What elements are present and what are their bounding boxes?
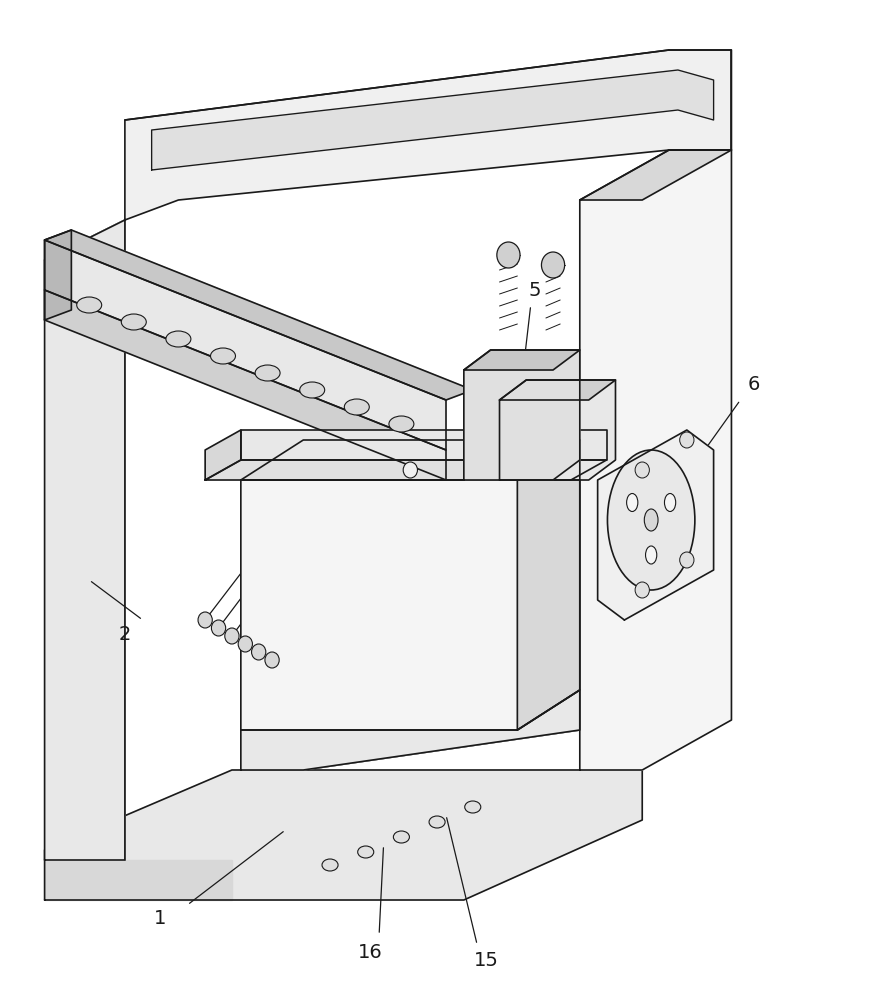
Text: 15: 15 bbox=[474, 950, 499, 970]
Ellipse shape bbox=[665, 493, 676, 512]
Polygon shape bbox=[205, 430, 241, 480]
Polygon shape bbox=[45, 230, 473, 400]
Circle shape bbox=[403, 462, 417, 478]
Polygon shape bbox=[500, 380, 615, 400]
Circle shape bbox=[680, 552, 694, 568]
Polygon shape bbox=[241, 480, 580, 730]
Circle shape bbox=[211, 620, 226, 636]
Circle shape bbox=[680, 432, 694, 448]
Polygon shape bbox=[45, 290, 446, 480]
Circle shape bbox=[635, 462, 649, 478]
Text: 4: 4 bbox=[409, 456, 421, 475]
Polygon shape bbox=[517, 440, 580, 730]
Ellipse shape bbox=[429, 816, 445, 828]
Text: 3: 3 bbox=[101, 255, 113, 274]
Polygon shape bbox=[241, 430, 607, 460]
Polygon shape bbox=[580, 150, 731, 200]
Polygon shape bbox=[45, 220, 125, 860]
Circle shape bbox=[265, 652, 279, 668]
Polygon shape bbox=[580, 150, 731, 770]
Circle shape bbox=[252, 644, 266, 660]
Polygon shape bbox=[500, 380, 615, 480]
Polygon shape bbox=[241, 690, 580, 770]
Circle shape bbox=[541, 252, 565, 278]
Ellipse shape bbox=[465, 801, 481, 813]
Ellipse shape bbox=[322, 859, 338, 871]
Ellipse shape bbox=[344, 399, 369, 415]
Polygon shape bbox=[464, 350, 580, 370]
Text: 2: 2 bbox=[119, 626, 131, 645]
Polygon shape bbox=[45, 230, 71, 320]
Ellipse shape bbox=[300, 382, 325, 398]
Circle shape bbox=[225, 628, 239, 644]
Text: 6: 6 bbox=[747, 375, 760, 394]
Ellipse shape bbox=[646, 546, 657, 564]
Polygon shape bbox=[598, 430, 714, 620]
Text: 16: 16 bbox=[358, 942, 383, 962]
Polygon shape bbox=[45, 770, 642, 900]
Ellipse shape bbox=[644, 509, 658, 531]
Ellipse shape bbox=[255, 365, 280, 381]
Polygon shape bbox=[125, 50, 731, 220]
Circle shape bbox=[198, 612, 212, 628]
Ellipse shape bbox=[358, 846, 374, 858]
Ellipse shape bbox=[166, 331, 191, 347]
Polygon shape bbox=[205, 460, 607, 480]
Circle shape bbox=[635, 582, 649, 598]
Polygon shape bbox=[45, 240, 446, 450]
Polygon shape bbox=[464, 350, 580, 480]
Ellipse shape bbox=[121, 314, 146, 330]
Ellipse shape bbox=[389, 416, 414, 432]
Text: 5: 5 bbox=[529, 280, 541, 300]
Ellipse shape bbox=[211, 348, 235, 364]
Ellipse shape bbox=[626, 493, 638, 512]
Ellipse shape bbox=[77, 297, 102, 313]
Ellipse shape bbox=[607, 450, 695, 590]
Circle shape bbox=[238, 636, 252, 652]
Polygon shape bbox=[580, 150, 731, 770]
Polygon shape bbox=[241, 440, 580, 480]
Circle shape bbox=[497, 242, 520, 268]
Text: 1: 1 bbox=[154, 908, 167, 928]
Polygon shape bbox=[152, 70, 714, 170]
Polygon shape bbox=[45, 770, 642, 900]
Ellipse shape bbox=[393, 831, 409, 843]
Polygon shape bbox=[45, 860, 232, 900]
